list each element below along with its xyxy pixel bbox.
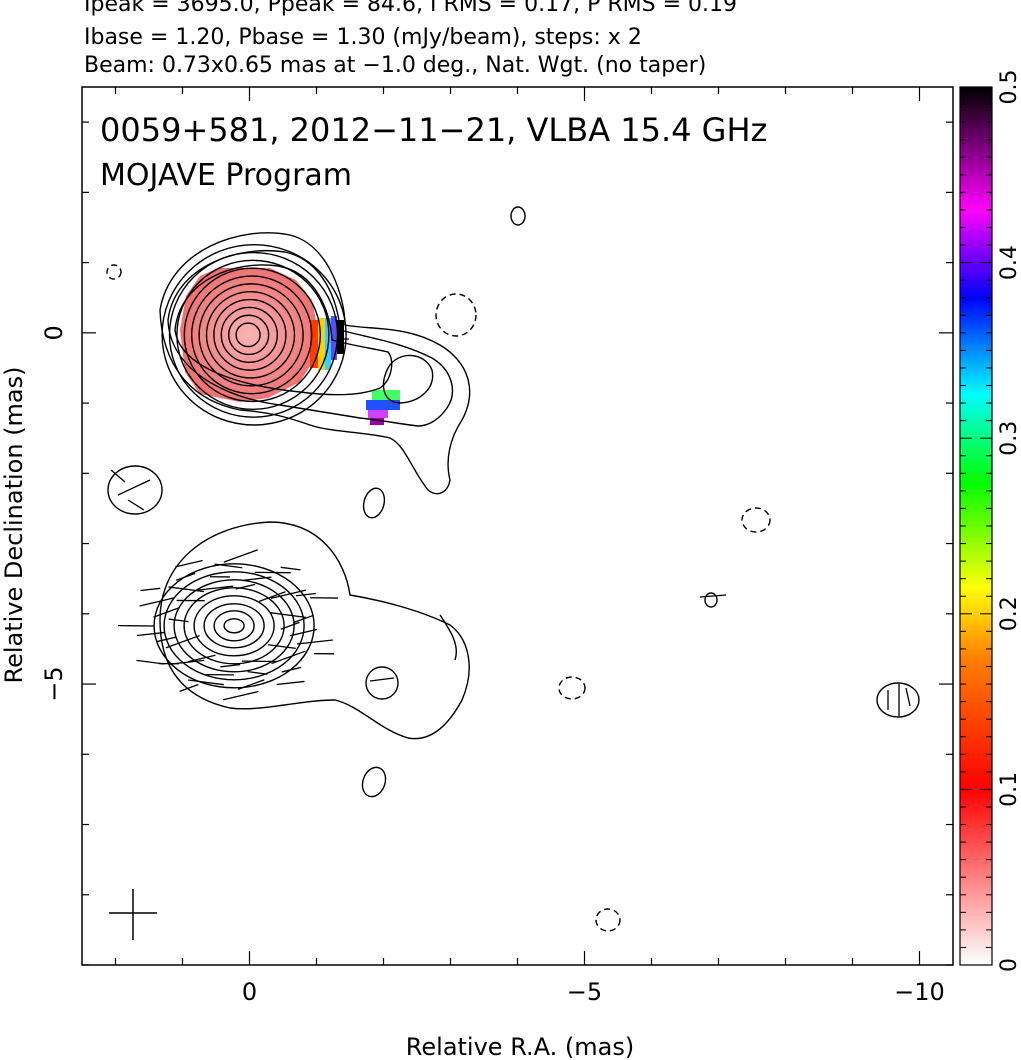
- pol-vector: [156, 636, 177, 643]
- southern-polarization-vectors: [118, 549, 338, 701]
- x-tick-label: −10: [894, 978, 945, 1006]
- pol-vector: [136, 631, 165, 637]
- pol-vector: [297, 639, 333, 645]
- colorbar-tick-label: 0.3: [997, 421, 1021, 456]
- core-contour: [220, 306, 279, 363]
- pol-vector: [243, 576, 272, 581]
- scattered-polarization-vectors: [110, 331, 911, 716]
- x-axis-ticks: 0 −5 −10: [114, 87, 945, 1006]
- chart-title: 0059+581, 2012−11−21, VLBA 15.4 GHz: [100, 111, 767, 149]
- negative-contours: [106, 264, 771, 932]
- pol-vector: [188, 679, 224, 686]
- pol-vector: [176, 572, 196, 581]
- pol-vector: [270, 612, 306, 618]
- y-tick-label: 0: [40, 325, 68, 340]
- southern-contour: [173, 579, 295, 673]
- core-contour: [235, 322, 261, 348]
- pol-vector: [247, 670, 268, 675]
- southern-contour: [183, 587, 285, 665]
- colorbar-tick-label: 0.5: [997, 70, 1021, 105]
- pol-vector: [140, 587, 161, 592]
- header-line-3: Beam: 0.73x0.65 mas at −1.0 deg., Nat. W…: [84, 53, 707, 78]
- colorbar-tick-label: 0.4: [997, 245, 1021, 280]
- y-axis-label: Relative Declination (mas): [0, 366, 28, 683]
- colorbar-tick-label: 0: [997, 958, 1021, 972]
- southern-contour: [213, 610, 255, 642]
- colorbar-ticks: 0 0.1 0.2 0.3 0.4 0.5: [960, 70, 1021, 972]
- colorbar-tick-label: 0.2: [997, 596, 1021, 631]
- core-contour: [161, 243, 347, 426]
- core-contour: [176, 259, 330, 411]
- southern-contour: [203, 603, 265, 649]
- beam-cross: [109, 889, 157, 940]
- plot-frame: [81, 86, 954, 966]
- core-contour: [205, 291, 296, 379]
- pol-vector: [280, 566, 301, 571]
- southern-contour: [223, 618, 245, 634]
- core-contour: [190, 275, 313, 395]
- y-axis-ticks: 0 −5: [40, 121, 953, 966]
- core-contour: [213, 298, 287, 371]
- pol-vector: [197, 585, 234, 591]
- pol-vector: [168, 618, 189, 623]
- pol-vector: [188, 654, 216, 663]
- pol-vector: [281, 666, 302, 673]
- pol-vector: [235, 583, 256, 590]
- pol-vector: [280, 621, 300, 630]
- x-tick-label: −5: [567, 978, 602, 1006]
- pol-vector: [237, 679, 265, 690]
- pol-vector: [179, 683, 199, 692]
- pol-vector: [295, 592, 316, 597]
- southern-contour: [163, 571, 305, 681]
- pol-vector: [289, 628, 318, 637]
- isolated-contours: [107, 206, 920, 798]
- southern-contour: [193, 595, 275, 657]
- pol-vector: [220, 663, 241, 668]
- pol-vector: [258, 591, 286, 602]
- pol-vector: [276, 680, 305, 686]
- x-tick-label: 0: [242, 978, 257, 1006]
- chart-subtitle: MOJAVE Program: [100, 158, 352, 193]
- pol-vector: [293, 614, 314, 624]
- pol-vector: [153, 606, 181, 618]
- core-contour: [183, 267, 322, 403]
- pol-vector: [267, 644, 296, 650]
- pol-vector: [175, 559, 203, 568]
- pol-vector: [214, 563, 243, 569]
- header-line-2: Ibase = 1.20, Pbase = 1.30 (mJy/beam), s…: [84, 25, 642, 50]
- pol-vector: [223, 690, 259, 701]
- pol-vector: [136, 659, 165, 665]
- jet-envelope-contours: [159, 232, 471, 495]
- pol-vector: [270, 589, 307, 599]
- core-contours: [161, 243, 347, 426]
- header-line-1: Ipeak = 3695.0, Ppeak = 84.6, I RMS = 0.…: [84, 0, 737, 17]
- y-tick-label: −5: [40, 666, 68, 701]
- pol-vector: [139, 597, 175, 607]
- pol-vector: [165, 634, 200, 649]
- core-contour: [198, 283, 304, 387]
- core-contour: [227, 314, 270, 356]
- x-axis-label: Relative R.A. (mas): [406, 1033, 634, 1060]
- colorbar-tick-label: 0.1: [997, 772, 1021, 807]
- pol-vector: [223, 549, 258, 563]
- pol-vector: [168, 586, 205, 593]
